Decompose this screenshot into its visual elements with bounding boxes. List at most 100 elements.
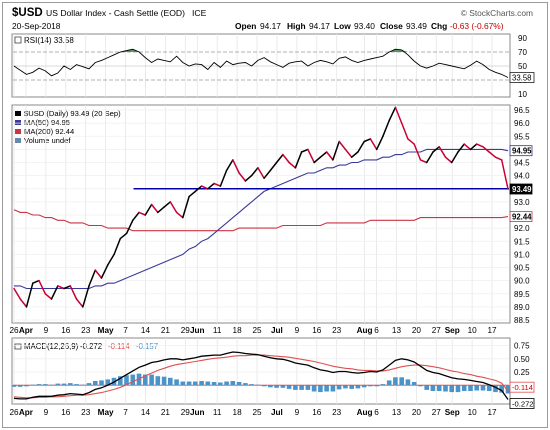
- macd-histogram-bar: [336, 385, 342, 390]
- symbol-title: $USD: [12, 7, 43, 19]
- x-tick-label-price: 17: [488, 326, 498, 335]
- x-tick-label-macd: 16: [312, 408, 322, 417]
- macd-histogram-bar: [393, 377, 398, 386]
- macd-histogram-bar: [30, 384, 35, 386]
- x-tick-label-macd: Apr: [19, 408, 34, 417]
- price-segment: [57, 285, 65, 290]
- price-segment: [257, 167, 265, 179]
- price-segment: [344, 148, 353, 158]
- signal-value-tag-box: [509, 381, 535, 393]
- x-tick-label-price: 13: [392, 326, 402, 335]
- price-y-tick: 94.0: [514, 172, 530, 181]
- x-tick-label-macd: 11: [213, 408, 222, 417]
- price-segment: [200, 185, 209, 190]
- macd-histogram-bar: [299, 385, 304, 390]
- price-segment: [413, 143, 422, 161]
- price-segment: [394, 106, 403, 124]
- macd-histogram-bar: [211, 382, 217, 386]
- macd-histogram-bar: [443, 385, 448, 392]
- macd-histogram-bar: [99, 380, 104, 386]
- macd-histogram-bar: [505, 385, 511, 394]
- macd-histogram-bar: [186, 381, 192, 386]
- tag-layer: 33.58 94.95 93.49 92.44 -0.114 -0.272: [509, 72, 535, 409]
- x-tick-label-price: Sep: [445, 326, 460, 335]
- x-tick-label-macd: 16: [61, 408, 71, 417]
- x-tick-label-macd: 21: [161, 408, 171, 417]
- price-segment: [219, 169, 228, 187]
- x-tick-label-price: 20: [412, 326, 422, 335]
- x-tick-label-macd: May: [98, 408, 114, 417]
- price-segment: [119, 232, 128, 240]
- price-segment: [19, 298, 28, 308]
- price-segment: [382, 119, 390, 138]
- signal-value-tag: -0.114: [512, 383, 533, 392]
- price-y-tick: 95.5: [514, 132, 530, 141]
- x-tick-label-macd: 29: [181, 408, 191, 417]
- price-y-tick: 88.5: [514, 316, 530, 325]
- macd-histogram-bar: [380, 384, 386, 386]
- price-segment: [400, 122, 409, 140]
- x-tick-label-price: 11: [213, 326, 222, 335]
- x-tick-label-price: 6: [374, 326, 379, 335]
- macd-histogram-bar: [86, 383, 92, 386]
- macd-histogram-bar: [449, 385, 454, 393]
- macd-histogram-bar: [355, 385, 361, 389]
- price-segment: [169, 201, 178, 214]
- rsi-legend: RSI(14) 33.58: [14, 36, 74, 45]
- macd-histogram-bar: [318, 385, 323, 393]
- macd-histogram-bar: [243, 383, 248, 386]
- price-segment: [313, 156, 322, 164]
- price-segment: [50, 285, 59, 300]
- macd-y-tick: 0.50: [514, 355, 530, 364]
- rsi-y-tick: 90: [518, 34, 527, 43]
- price-legend-swatch: [15, 111, 21, 116]
- price-segment: [94, 269, 103, 279]
- macd-histogram-bar: [455, 385, 461, 393]
- x-tick-label-price: 25: [252, 326, 262, 335]
- price-segment: [113, 237, 122, 256]
- price-segment: [463, 143, 472, 151]
- macd-histogram-bar: [36, 384, 42, 386]
- price-segment: [432, 146, 440, 153]
- price-segment: [175, 211, 184, 219]
- price-segment: [282, 153, 290, 164]
- macd-histogram-bar: [149, 374, 154, 386]
- macd-signal-line: [13, 354, 509, 399]
- rsi-layer: [13, 48, 509, 78]
- x-tick-label-price: 16: [312, 326, 322, 335]
- x-tick-label-price: 14: [141, 326, 151, 335]
- macd-y-tick: 0.25: [514, 368, 530, 377]
- macd-histogram-bar: [230, 381, 236, 386]
- macd-histogram-bar: [143, 374, 148, 386]
- macd-histogram-bar: [17, 385, 23, 387]
- price-segment: [325, 151, 334, 161]
- price-segment: [450, 151, 459, 164]
- x-tick-label-price: 10: [468, 326, 478, 335]
- x-tick-label-macd: 10: [468, 408, 478, 417]
- price-segment: [294, 151, 303, 169]
- x-tick-label-macd: 9: [44, 408, 49, 417]
- price-segment: [244, 174, 253, 182]
- price-panel: [11, 104, 511, 324]
- low-label: Low: [334, 21, 351, 31]
- x-tick-label-price: 27: [432, 326, 442, 335]
- macd-histogram-bar: [399, 377, 404, 386]
- price-y-tick: 91.5: [514, 237, 530, 246]
- x-tick-label-price: Apr: [19, 326, 34, 335]
- price-segment: [500, 159, 509, 190]
- macd-histogram-bar: [461, 385, 467, 391]
- price-segment: [75, 298, 84, 308]
- price-y-tick: 96.0: [514, 119, 530, 128]
- price-legend-text: $USD (Daily) 93.49 (20 Sep): [24, 109, 121, 118]
- price-segment: [188, 190, 197, 198]
- price-segment: [425, 151, 434, 164]
- x-tick-label-price: 26: [9, 326, 19, 335]
- price-segment: [63, 285, 72, 290]
- macd-histogram-bar: [330, 385, 336, 392]
- price-segment: [125, 219, 134, 235]
- x-tick-label-macd: 18: [233, 408, 243, 417]
- price-segment: [488, 151, 497, 158]
- price-segment: [357, 140, 365, 153]
- macd-histogram-bar: [386, 380, 392, 386]
- macd-histogram-bar: [61, 383, 67, 386]
